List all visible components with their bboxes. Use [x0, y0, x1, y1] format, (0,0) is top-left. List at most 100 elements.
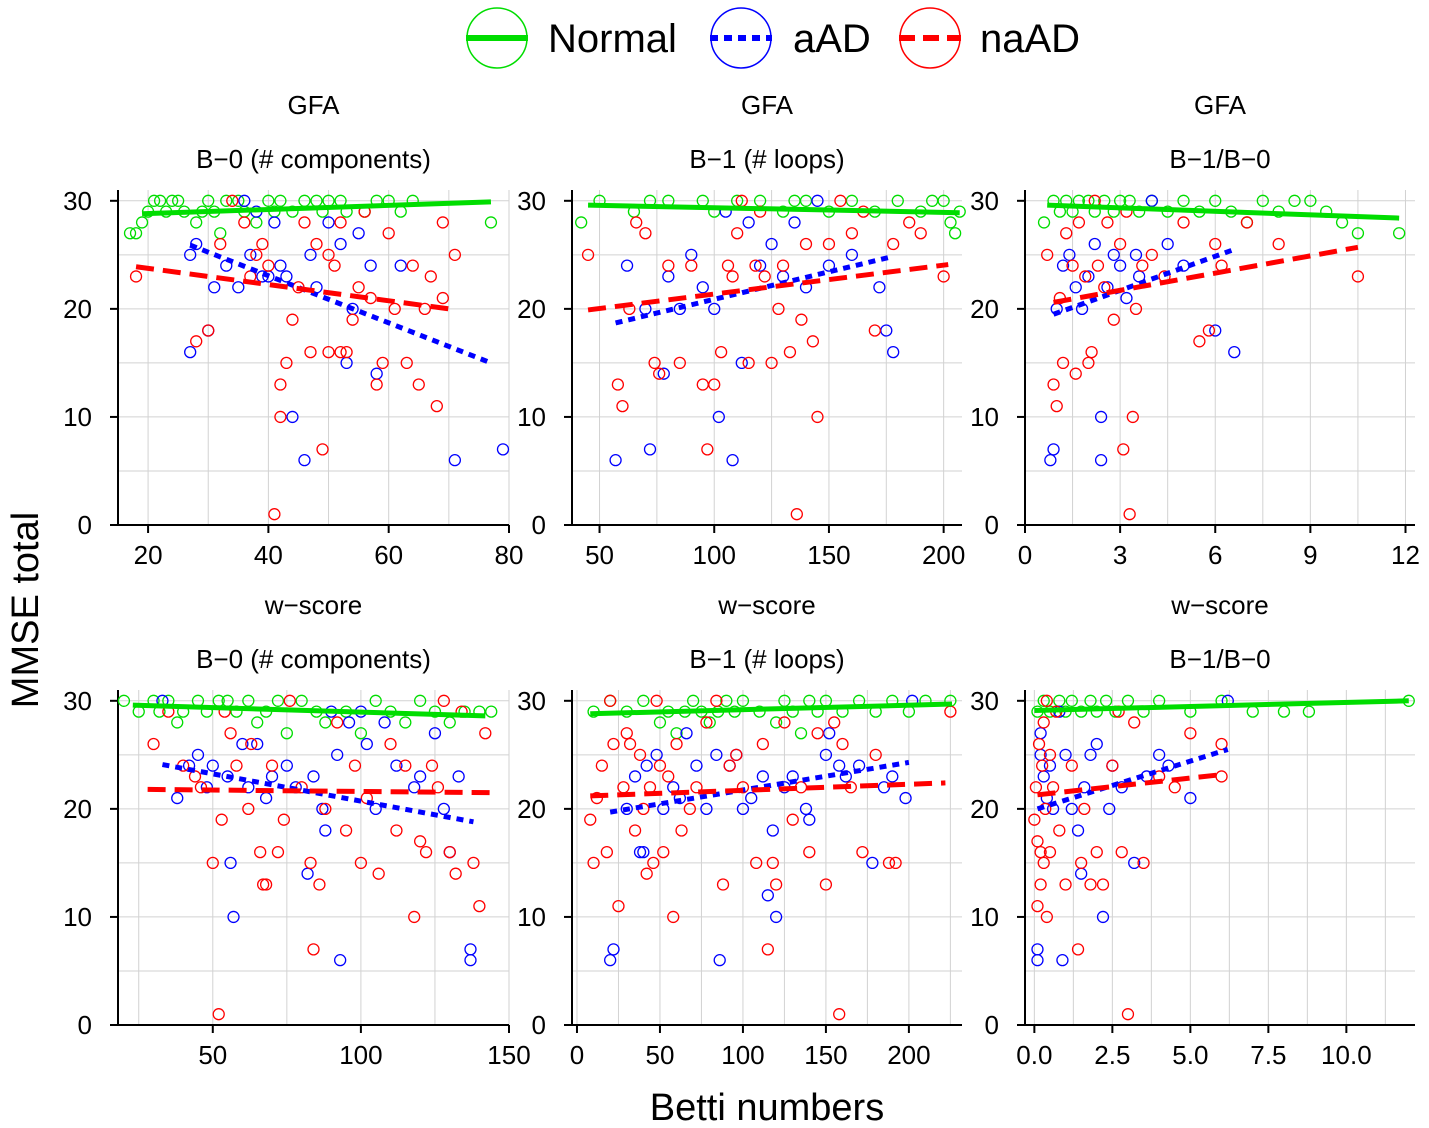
series-points-aad — [156, 694, 477, 967]
data-point-aad — [244, 248, 257, 261]
data-point-naad — [1040, 910, 1053, 924]
data-point-normal — [1302, 705, 1316, 718]
data-point-normal — [262, 194, 275, 207]
data-point-naad — [1193, 335, 1206, 348]
data-point-naad — [283, 694, 296, 707]
data-point-naad — [1129, 302, 1143, 316]
data-point-naad — [348, 759, 362, 772]
data-point-normal — [1304, 194, 1317, 207]
data-point-naad — [408, 910, 421, 924]
data-point-aad — [662, 270, 675, 283]
data-point-naad — [856, 845, 869, 859]
data-point-aad — [322, 216, 335, 229]
data-point-naad — [616, 399, 629, 413]
data-point-naad — [399, 759, 412, 772]
data-point-naad — [250, 248, 263, 261]
data-point-aad — [873, 281, 886, 294]
fit-line-normal — [590, 701, 953, 717]
data-point-naad — [313, 878, 326, 891]
data-point-aad — [274, 259, 287, 272]
data-point-naad — [640, 867, 653, 880]
data-point-naad — [1082, 356, 1095, 370]
data-point-normal — [575, 216, 588, 229]
data-point-naad — [786, 813, 799, 826]
data-point-naad — [384, 737, 397, 751]
data-point-aad — [1128, 856, 1141, 870]
data-point-naad — [836, 737, 849, 751]
x-tick-label: 5.0 — [1172, 1040, 1208, 1070]
data-point-aad — [1094, 410, 1108, 424]
panel-grid — [118, 190, 510, 526]
data-point-normal — [1084, 694, 1097, 707]
data-point-naad — [845, 227, 859, 240]
data-point-naad — [811, 727, 824, 740]
data-point-aad — [1094, 454, 1108, 467]
x-tick-label: 100 — [693, 540, 736, 570]
x-tick-label: 0 — [1018, 540, 1032, 570]
data-point-normal — [413, 694, 427, 707]
y-tick-label: 0 — [985, 1010, 999, 1040]
data-point-naad — [1126, 410, 1139, 424]
legend-entry-normal: Normal — [466, 7, 677, 69]
data-point-naad — [224, 727, 237, 740]
data-point-naad — [412, 378, 425, 391]
data-point-aad — [304, 248, 317, 261]
data-point-naad — [419, 845, 433, 859]
series-points-normal — [587, 694, 957, 740]
panel-feature-title: B−0 (# components) — [196, 644, 431, 674]
data-point-naad — [937, 270, 950, 283]
x-tick-label: 50 — [645, 1040, 674, 1070]
data-point-aad — [680, 727, 693, 740]
data-point-naad — [1043, 748, 1057, 761]
data-point-naad — [749, 259, 762, 272]
data-point-naad — [1090, 845, 1103, 859]
data-point-aad — [280, 759, 293, 772]
y-tick-label: 30 — [63, 686, 92, 716]
data-point-aad — [319, 824, 332, 837]
data-point-naad — [406, 259, 419, 272]
y-tick-label: 0 — [532, 510, 546, 540]
data-point-naad — [1066, 259, 1079, 272]
data-point-aad — [1059, 748, 1072, 761]
data-point-naad — [790, 508, 803, 521]
data-point-aad — [191, 748, 205, 761]
y-tick-label: 30 — [517, 186, 546, 216]
data-point-naad — [1040, 694, 1053, 707]
data-point-naad — [449, 867, 462, 880]
data-point-aad — [1120, 291, 1133, 305]
panel-feature-title: B−0 (# components) — [196, 144, 431, 174]
data-point-aad — [819, 748, 833, 761]
data-point-normal — [428, 705, 442, 718]
y-tick-label: 30 — [63, 186, 92, 216]
data-point-naad — [328, 259, 341, 272]
data-point-aad — [845, 248, 859, 261]
y-axis-title: MMSE total — [5, 512, 47, 708]
data-point-naad — [584, 813, 597, 826]
data-point-aad — [331, 748, 344, 761]
data-point-naad — [390, 824, 403, 837]
x-tick-label: 150 — [487, 1040, 530, 1070]
data-point-normal — [172, 194, 185, 207]
data-point-aad — [251, 737, 264, 751]
data-point-aad — [726, 454, 739, 467]
data-point-naad — [268, 508, 281, 521]
fit-line-normal — [588, 202, 960, 216]
y-tick-label: 20 — [517, 794, 546, 824]
data-point-naad — [819, 878, 833, 891]
x-tick-label: 50 — [198, 1040, 227, 1070]
data-point-naad — [1036, 759, 1049, 772]
data-point-naad — [716, 878, 730, 891]
data-point-aad — [753, 259, 767, 272]
data-point-naad — [212, 1008, 225, 1021]
data-point-naad — [1028, 813, 1041, 826]
series-points-aad — [609, 194, 900, 467]
data-point-naad — [581, 248, 595, 261]
y-tick-label: 20 — [63, 294, 92, 324]
y-tick-label: 0 — [532, 1010, 546, 1040]
data-point-aad — [609, 454, 622, 467]
x-tick-label: 50 — [585, 540, 614, 570]
data-point-aad — [1063, 248, 1076, 261]
data-point-normal — [1037, 216, 1051, 229]
data-point-naad — [670, 737, 683, 751]
series-points-naad — [1041, 194, 1365, 521]
